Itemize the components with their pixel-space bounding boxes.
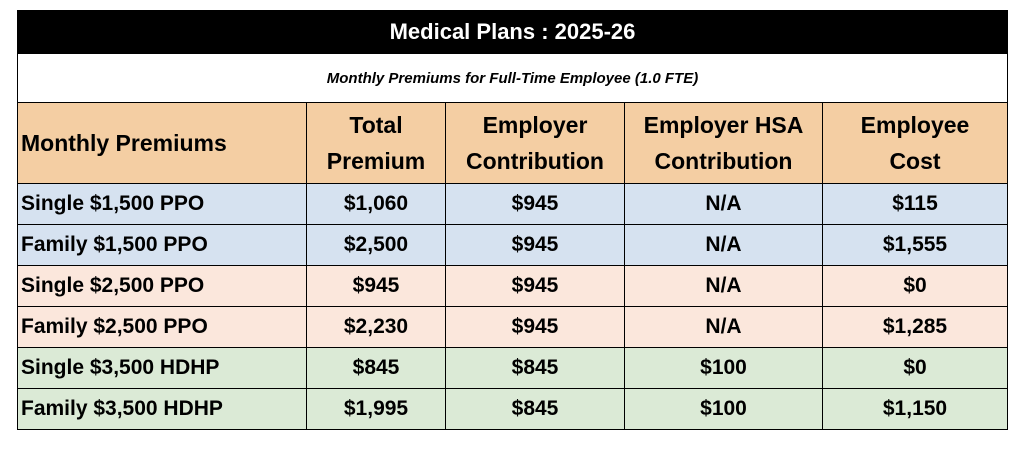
column-header-plan-label: Monthly Premiums	[21, 130, 227, 156]
column-header-row: Monthly Premiums Total Premium Employer …	[17, 102, 1008, 184]
total-premium-cell: $845	[306, 347, 446, 389]
table-row: Single $3,500 HDHP $845 $845 $100 $0	[17, 347, 1008, 389]
plan-name-cell: Single $1,500 PPO	[17, 183, 307, 225]
plan-name-cell: Single $2,500 PPO	[17, 265, 307, 307]
column-header-employer-hsa-line2: Contribution	[654, 148, 793, 174]
subtitle-row: Monthly Premiums for Full-Time Employee …	[17, 53, 1008, 103]
plan-name-cell: Single $3,500 HDHP	[17, 347, 307, 389]
table-row: Family $3,500 HDHP $1,995 $845 $100 $1,1…	[17, 388, 1008, 430]
employer-contribution-cell: $945	[445, 224, 625, 266]
medical-plans-table: Medical Plans : 2025-26 Monthly Premiums…	[17, 10, 1008, 430]
column-header-total-premium-line2: Premium	[326, 148, 426, 174]
table-subtitle: Monthly Premiums for Full-Time Employee …	[17, 53, 1008, 103]
column-header-total-premium: Total Premium	[306, 102, 446, 184]
employer-hsa-cell: N/A	[624, 183, 823, 225]
column-header-total-premium-line1: Total	[349, 112, 403, 138]
plan-name-cell: Family $3,500 HDHP	[17, 388, 307, 430]
premiums-table-container: Medical Plans : 2025-26 Monthly Premiums…	[17, 10, 1008, 430]
plan-name-cell: Family $1,500 PPO	[17, 224, 307, 266]
total-premium-cell: $1,060	[306, 183, 446, 225]
total-premium-cell: $945	[306, 265, 446, 307]
table-row: Family $1,500 PPO $2,500 $945 N/A $1,555	[17, 224, 1008, 266]
total-premium-cell: $2,500	[306, 224, 446, 266]
column-header-employer-contribution: Employer Contribution	[445, 102, 625, 184]
column-header-employer-hsa: Employer HSA Contribution	[624, 102, 823, 184]
column-header-employer-contribution-line2: Contribution	[466, 148, 604, 174]
column-header-employer-contribution-line1: Employer	[482, 112, 588, 138]
table-title: Medical Plans : 2025-26	[17, 10, 1008, 54]
table-row: Single $1,500 PPO $1,060 $945 N/A $115	[17, 183, 1008, 225]
employer-hsa-cell: N/A	[624, 224, 823, 266]
column-header-employee-cost: Employee Cost	[822, 102, 1008, 184]
total-premium-cell: $2,230	[306, 306, 446, 348]
employee-cost-cell: $115	[822, 183, 1008, 225]
employee-cost-cell: $1,150	[822, 388, 1008, 430]
employer-hsa-cell: $100	[624, 388, 823, 430]
plan-name-cell: Family $2,500 PPO	[17, 306, 307, 348]
column-header-plan: Monthly Premiums	[17, 102, 307, 184]
employee-cost-cell: $1,285	[822, 306, 1008, 348]
employer-hsa-cell: N/A	[624, 306, 823, 348]
employer-hsa-cell: $100	[624, 347, 823, 389]
column-header-employee-cost-line1: Employee	[860, 112, 970, 138]
total-premium-cell: $1,995	[306, 388, 446, 430]
table-row: Single $2,500 PPO $945 $945 N/A $0	[17, 265, 1008, 307]
employer-contribution-cell: $845	[445, 388, 625, 430]
title-row: Medical Plans : 2025-26	[17, 10, 1008, 54]
employee-cost-cell: $0	[822, 265, 1008, 307]
employer-contribution-cell: $945	[445, 306, 625, 348]
employee-cost-cell: $1,555	[822, 224, 1008, 266]
column-header-employer-hsa-line1: Employer HSA	[643, 112, 804, 138]
table-row: Family $2,500 PPO $2,230 $945 N/A $1,285	[17, 306, 1008, 348]
employer-hsa-cell: N/A	[624, 265, 823, 307]
employee-cost-cell: $0	[822, 347, 1008, 389]
employer-contribution-cell: $845	[445, 347, 625, 389]
employer-contribution-cell: $945	[445, 265, 625, 307]
employer-contribution-cell: $945	[445, 183, 625, 225]
column-header-employee-cost-line2: Cost	[889, 148, 941, 174]
